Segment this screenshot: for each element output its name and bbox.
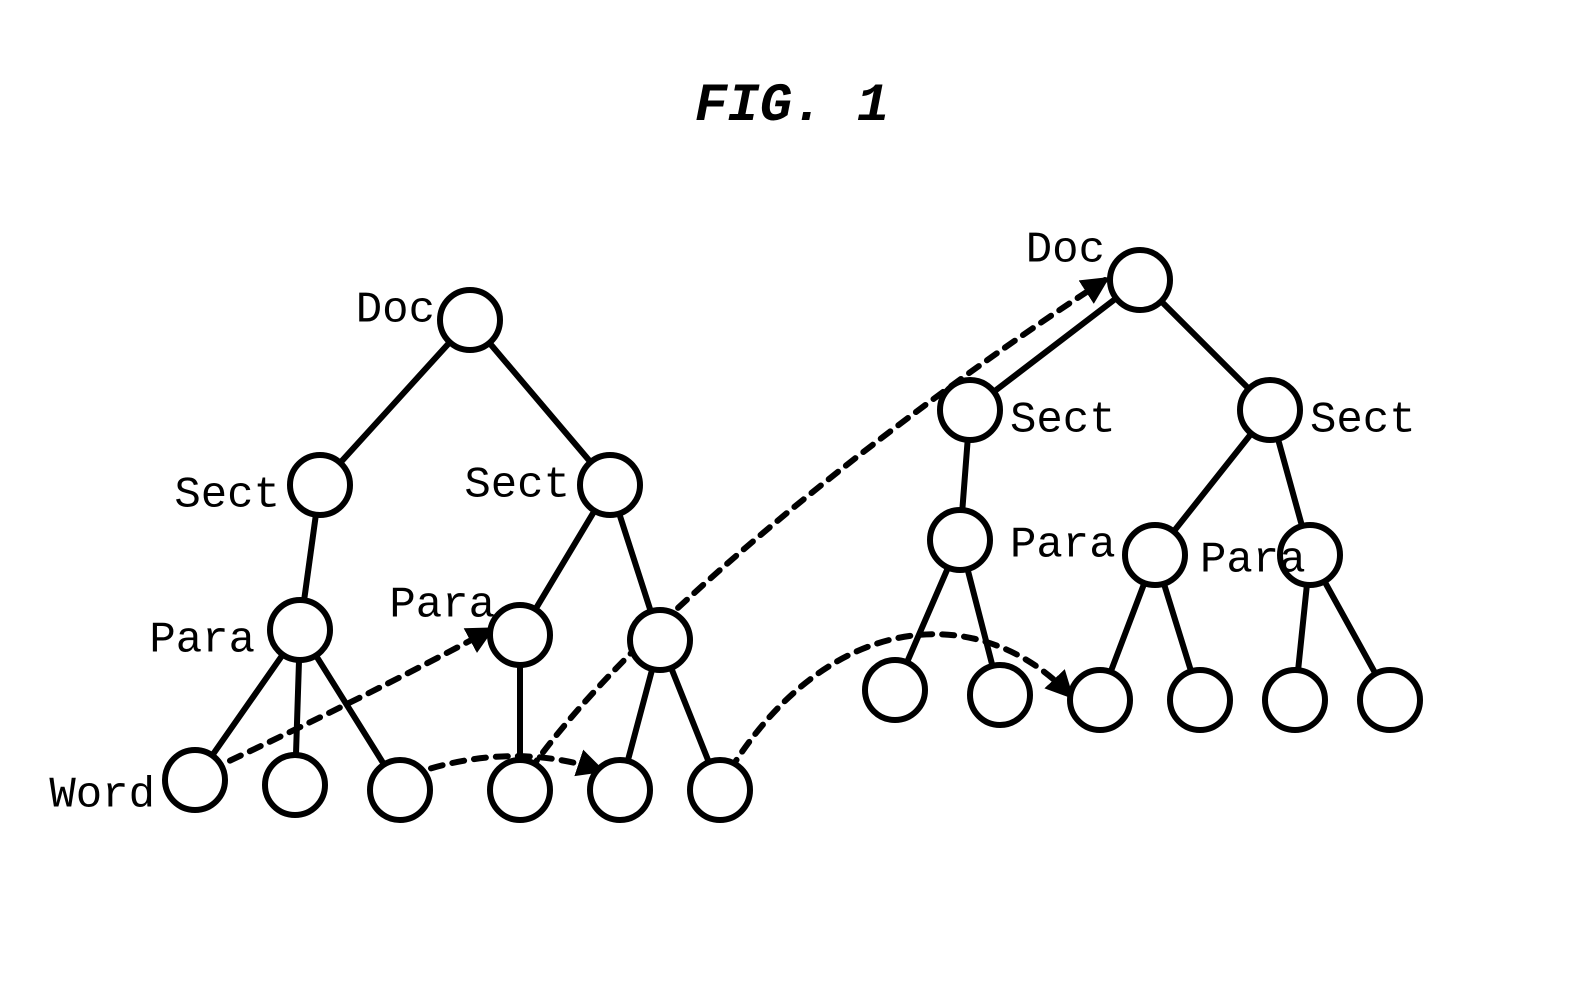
node-label: Word (49, 771, 155, 821)
node-label: Doc (1026, 226, 1105, 276)
node-label: Sect (174, 471, 280, 521)
tree-edge (907, 568, 948, 663)
tree-node (265, 755, 325, 815)
tree-node (1070, 670, 1130, 730)
tree-node (630, 610, 690, 670)
node-label: Sect (464, 461, 570, 511)
tree-edge (296, 660, 299, 755)
tree-edge (489, 343, 590, 462)
tree-node (490, 760, 550, 820)
tree-edge (1174, 434, 1252, 532)
tree-edge (1164, 584, 1191, 672)
tree-edge (962, 440, 967, 510)
tree-edge (316, 655, 384, 764)
tree-node (970, 665, 1030, 725)
tree-node (580, 455, 640, 515)
tree-node (930, 510, 990, 570)
tree-node (865, 660, 925, 720)
tree-node (590, 760, 650, 820)
node-label: Para (389, 581, 495, 631)
tree-node (270, 600, 330, 660)
tree-node (1265, 670, 1325, 730)
tree-node (440, 290, 500, 350)
figure-canvas: FIG. 1 Doc Sect Sect Para Para Word Doc Sect Sect… (0, 0, 1584, 996)
node-label: Sect (1010, 396, 1116, 446)
tree-node (1360, 670, 1420, 730)
tree-node (690, 760, 750, 820)
tree-edge (535, 511, 594, 610)
tree-node (1170, 670, 1230, 730)
tree-node (1240, 380, 1300, 440)
tree-edge (1278, 439, 1302, 526)
tree-edge (1111, 583, 1145, 672)
tree-node (290, 455, 350, 515)
tree-edge (619, 514, 651, 612)
tree-node (370, 760, 430, 820)
tree-node (1110, 250, 1170, 310)
tree-node (490, 605, 550, 665)
tree-edge (967, 569, 992, 666)
tree-edge (1324, 581, 1375, 673)
tree-node (165, 750, 225, 810)
node-label: Doc (356, 286, 435, 336)
node-label: Para (1200, 536, 1306, 586)
tree-edge (340, 342, 450, 463)
node-label: Para (149, 616, 255, 666)
tree-edge (304, 515, 316, 601)
tree-edge (671, 668, 709, 762)
node-label: Sect (1310, 396, 1416, 446)
figure-title: FIG. 1 (695, 76, 889, 137)
tree-edge (1298, 585, 1307, 670)
node-label: Para (1010, 521, 1116, 571)
tree-edge (628, 669, 653, 761)
node-labels: Doc Sect Sect Para Para Word Doc Sect Sect Para Pa… (49, 226, 1415, 821)
tree-node (940, 380, 1000, 440)
tree-node (1125, 525, 1185, 585)
tree-edge (1161, 301, 1249, 389)
